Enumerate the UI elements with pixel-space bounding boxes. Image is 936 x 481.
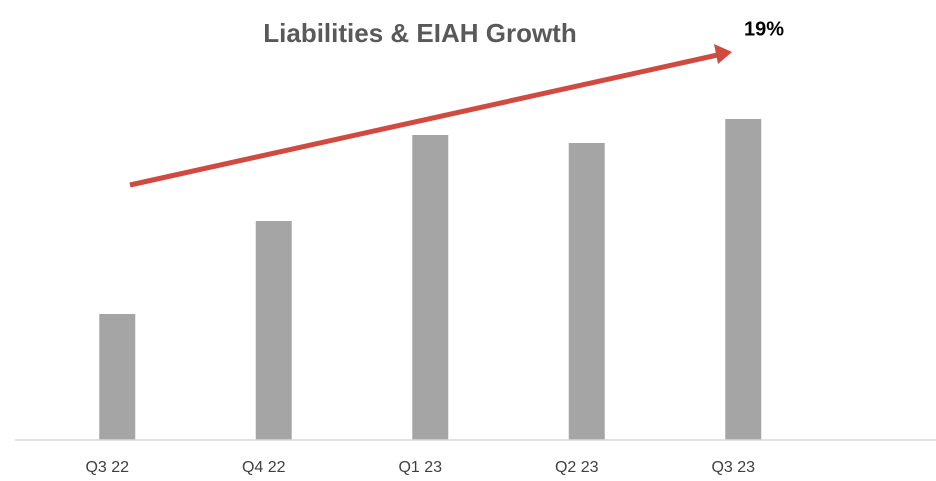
x-tick-label: Q2 23: [555, 459, 599, 476]
bar: [412, 135, 449, 440]
x-tick-label: Q1 23: [398, 459, 442, 476]
bar: [255, 221, 292, 440]
trend-arrow: [129, 51, 723, 188]
chart-title: Liabilities & EIAH Growth: [263, 18, 576, 48]
bar: [725, 119, 762, 440]
bar: [99, 314, 136, 440]
x-tick-label: Q4 22: [242, 459, 286, 476]
x-tick-label: Q3 23: [711, 459, 755, 476]
x-tick-label: Q3 22: [85, 459, 129, 476]
bar: [568, 143, 605, 440]
arrow-head: [714, 44, 732, 64]
annotation: 19%: [744, 18, 784, 40]
